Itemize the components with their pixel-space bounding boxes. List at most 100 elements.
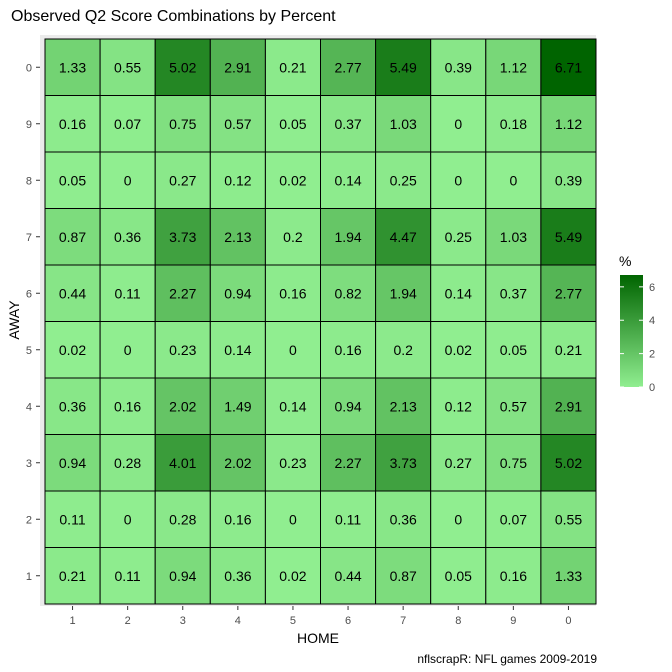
heatmap-cell — [485, 547, 542, 605]
cell-value-label: 0.75 — [500, 455, 527, 471]
heatmap-cell — [485, 264, 542, 322]
cell-value-label: 5.02 — [555, 455, 582, 471]
x-tick-label: 6 — [345, 615, 351, 627]
heatmap-cell — [209, 490, 266, 548]
heatmap-cell — [320, 490, 377, 548]
cell-value-label: 0 — [510, 172, 518, 188]
cell-value-label: 5.49 — [555, 229, 582, 245]
cell-value-label: 0.28 — [169, 511, 196, 527]
cell-value-label: 1.94 — [334, 229, 361, 245]
cell-value-label: 0.16 — [500, 568, 527, 584]
cell-value-label: 0.37 — [334, 116, 361, 132]
heatmap-cell — [430, 151, 487, 209]
cell-value-label: 0.21 — [555, 342, 582, 358]
cell-value-label: 0.94 — [59, 455, 86, 471]
x-tick-label: 4 — [235, 615, 241, 627]
heatmap-cell — [430, 208, 487, 266]
heatmap-cell — [485, 434, 542, 492]
cell-value-label: 0.16 — [114, 398, 141, 414]
heatmap-cell — [264, 208, 321, 266]
cell-value-label: 0.14 — [334, 172, 361, 188]
cell-value-label: 2.13 — [390, 398, 417, 414]
y-tick-label: 9 — [26, 119, 32, 131]
cell-value-label: 0.25 — [390, 172, 417, 188]
heatmap-cell — [154, 321, 211, 379]
heatmap-cell — [540, 95, 597, 153]
y-tick-label: 3 — [26, 458, 32, 470]
heatmap-cell — [485, 490, 542, 548]
cell-value-label: 0.16 — [59, 116, 86, 132]
cell-value-label: 0.05 — [500, 342, 527, 358]
heatmap-cell — [375, 490, 432, 548]
heatmap-cell — [154, 490, 211, 548]
cell-value-label: 0.12 — [445, 398, 472, 414]
heatmap-cell — [99, 264, 156, 322]
legend-colorbar — [620, 275, 643, 387]
cell-value-label: 0.57 — [224, 116, 251, 132]
cell-value-label: 0.11 — [335, 511, 361, 527]
cell-value-label: 0.16 — [224, 511, 251, 527]
cell-value-label: 0.12 — [224, 172, 251, 188]
cell-value-label: 0.11 — [114, 568, 140, 584]
heatmap-cell — [430, 547, 487, 605]
y-tick-label: 2 — [26, 514, 32, 526]
cell-value-label: 3.73 — [169, 229, 196, 245]
y-axis: 1 2 3 4 5 6 7 8 9 0 — [26, 62, 40, 583]
cell-value-label: 0.16 — [334, 342, 361, 358]
legend-title: % — [619, 253, 631, 269]
cell-value-label: 0.87 — [390, 568, 417, 584]
cell-value-label: 0.27 — [169, 172, 196, 188]
legend-tick-label: 0 — [649, 382, 655, 394]
cell-value-label: 1.03 — [500, 229, 527, 245]
y-tick-label: 4 — [26, 401, 32, 413]
cell-value-label: 0.05 — [445, 568, 472, 584]
cell-value-label: 0.02 — [279, 568, 306, 584]
heatmap-cell — [99, 95, 156, 153]
heatmap-cell — [44, 377, 101, 435]
heatmap-cell — [540, 264, 597, 322]
cell-value-label: 0 — [454, 511, 462, 527]
x-tick-label: 3 — [180, 615, 186, 627]
heatmap-cell — [209, 321, 266, 379]
heatmap-cell — [540, 377, 597, 435]
heatmap-cell — [430, 490, 487, 548]
cell-value-label: 0.55 — [114, 59, 141, 75]
heatmap-cell — [99, 434, 156, 492]
cell-value-label: 2.91 — [224, 59, 251, 75]
cell-value-label: 0 — [454, 116, 462, 132]
heatmap-cell — [320, 208, 377, 266]
x-tick-label: 0 — [565, 615, 571, 627]
heatmap-cell — [540, 151, 597, 209]
heatmap-cell — [375, 321, 432, 379]
cell-value-label: 5.49 — [390, 59, 417, 75]
cell-value-label: 0.2 — [283, 229, 303, 245]
cell-value-label: 2.77 — [334, 59, 361, 75]
cell-value-label: 0 — [289, 342, 297, 358]
cell-value-label: 0.94 — [224, 285, 251, 301]
cell-value-label: 2.91 — [555, 398, 582, 414]
x-tick-label: 2 — [125, 615, 131, 627]
chart-caption: nflscrapR: NFL games 2009-2019 — [417, 652, 597, 666]
cell-value-label: 0.44 — [334, 568, 361, 584]
cell-value-label: 0.36 — [390, 511, 417, 527]
heatmap-cells — [44, 38, 597, 605]
y-tick-label: 6 — [26, 288, 32, 300]
cell-value-label: 0.82 — [334, 285, 361, 301]
cell-value-label: 2.27 — [334, 455, 361, 471]
x-tick-label: 7 — [400, 615, 406, 627]
cell-value-label: 0.57 — [500, 398, 527, 414]
heatmap-cell — [264, 377, 321, 435]
heatmap-cell — [540, 38, 597, 96]
cell-value-label: 0.39 — [445, 59, 472, 75]
heatmap-cell — [264, 547, 321, 605]
cell-value-label: 0 — [124, 511, 132, 527]
cell-value-label: 0.25 — [445, 229, 472, 245]
cell-value-label: 0.07 — [500, 511, 527, 527]
cell-value-label: 0.14 — [279, 398, 306, 414]
x-axis: 1 2 3 4 5 6 7 8 9 0 — [69, 606, 572, 627]
cell-value-label: 0.36 — [224, 568, 251, 584]
cell-value-label: 1.49 — [224, 398, 251, 414]
x-tick-label: 9 — [510, 615, 516, 627]
cell-value-label: 0.94 — [334, 398, 361, 414]
